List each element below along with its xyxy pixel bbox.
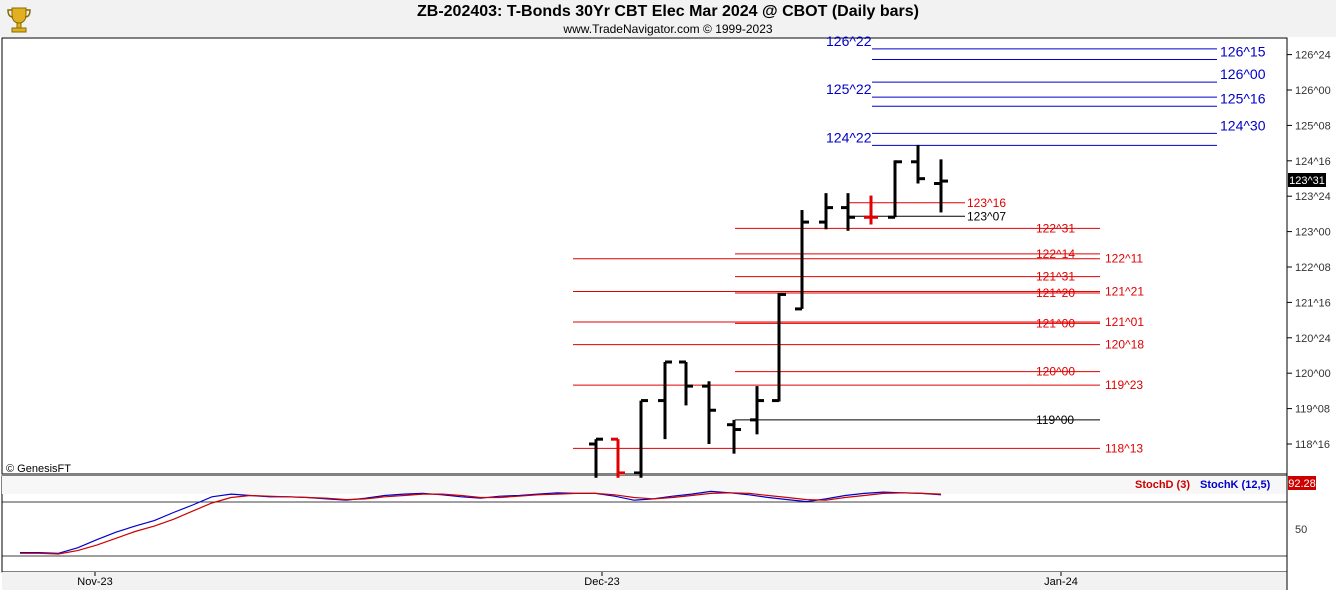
y-tick-label: 119^08 [1295, 404, 1330, 416]
ohlc-bar [679, 360, 693, 406]
price-level-label: 126^22 [826, 33, 872, 49]
y-tick-label: 126^00 [1295, 85, 1331, 97]
price-level-label: 122^11 [1105, 252, 1143, 266]
price-level-label: 124^22 [826, 129, 872, 145]
y-tick-label: 124^16 [1295, 156, 1331, 168]
ohlc-bar [589, 437, 603, 478]
stoch-y-tick-label: 50 [1295, 524, 1307, 536]
trophy-icon [4, 4, 34, 34]
price-panel-frame [1, 37, 1288, 475]
x-axis-strip [2, 572, 1287, 590]
ohlc-bar [750, 386, 764, 435]
stoch-legend-strip [2, 476, 1287, 494]
ohlc-bar [634, 399, 648, 478]
price-level-label: 122^31 [1036, 221, 1075, 235]
y-tick-label: 123^24 [1295, 191, 1331, 203]
stoch-value-label: 92.28 [1288, 478, 1316, 490]
price-level-label: 124^30 [1220, 117, 1266, 133]
y-tick-label: 121^16 [1295, 297, 1331, 309]
stoch-k-line [20, 490, 942, 554]
price-level-label: 125^16 [1220, 90, 1266, 106]
price-level-label: 120^00 [1036, 365, 1075, 379]
y-tick-label: 126^24 [1295, 50, 1331, 62]
y-tick-label: 122^08 [1295, 262, 1331, 274]
price-level-label: 119^00 [1036, 413, 1074, 427]
y-tick-label: 123^00 [1295, 227, 1331, 239]
price-level-label: 123^16 [967, 196, 1006, 210]
ohlc-bar [611, 437, 625, 478]
chart-title: ZB-202403: T-Bonds 30Yr CBT Elec Mar 202… [417, 3, 919, 20]
price-level-label: 126^00 [1220, 66, 1266, 82]
ohlc-bar [702, 381, 716, 444]
x-tick-label: Nov-23 [77, 576, 112, 588]
chart-subtitle: www.TradeNavigator.com © 1999-2023 [563, 22, 773, 36]
y-tick-label: 120^00 [1295, 368, 1331, 380]
stoch-k-legend: StochK (12,5) [1200, 479, 1271, 491]
price-level-label: 122^14 [1036, 247, 1075, 261]
current-price-label: 123^31 [1289, 175, 1325, 187]
ohlc-bar [934, 159, 948, 213]
ohlc-bar [841, 193, 855, 231]
y-tick-label: 118^16 [1295, 439, 1330, 451]
price-level-label: 123^07 [967, 209, 1006, 223]
current-price-badge [1288, 173, 1326, 187]
watermark-label: © GenesisFT [6, 463, 71, 475]
x-tick-label: Jan-24 [1044, 576, 1078, 588]
y-tick-label: 120^24 [1295, 333, 1331, 345]
ohlc-bar [819, 193, 833, 230]
x-tick-label: Dec-23 [584, 576, 619, 588]
ohlc-bar [658, 360, 672, 440]
ohlc-bar [795, 210, 809, 311]
price-level-label: 121^20 [1036, 286, 1075, 300]
price-level-label: 120^18 [1105, 338, 1144, 352]
ohlc-bar [911, 144, 925, 184]
stoch-d-line [20, 492, 942, 555]
price-level-label: 121^00 [1036, 316, 1075, 330]
chart-header [0, 0, 1336, 37]
ohlc-bar [888, 160, 902, 219]
stoch-d-legend: StochD (3) [1135, 479, 1190, 491]
price-level-label: 118^13 [1105, 441, 1143, 455]
ohlc-bar [864, 195, 878, 225]
ohlc-bar [772, 292, 786, 403]
ohlc-bar [727, 419, 741, 454]
price-level-label: 125^22 [826, 81, 872, 97]
y-tick-label: 125^08 [1295, 120, 1331, 132]
price-level-label: 121^31 [1036, 270, 1075, 284]
price-level-label: 119^23 [1105, 378, 1143, 392]
price-level-label: 126^15 [1220, 44, 1266, 60]
stoch-value-badge [1288, 476, 1316, 490]
price-level-label: 121^21 [1105, 285, 1144, 299]
price-level-label: 121^01 [1105, 315, 1144, 329]
